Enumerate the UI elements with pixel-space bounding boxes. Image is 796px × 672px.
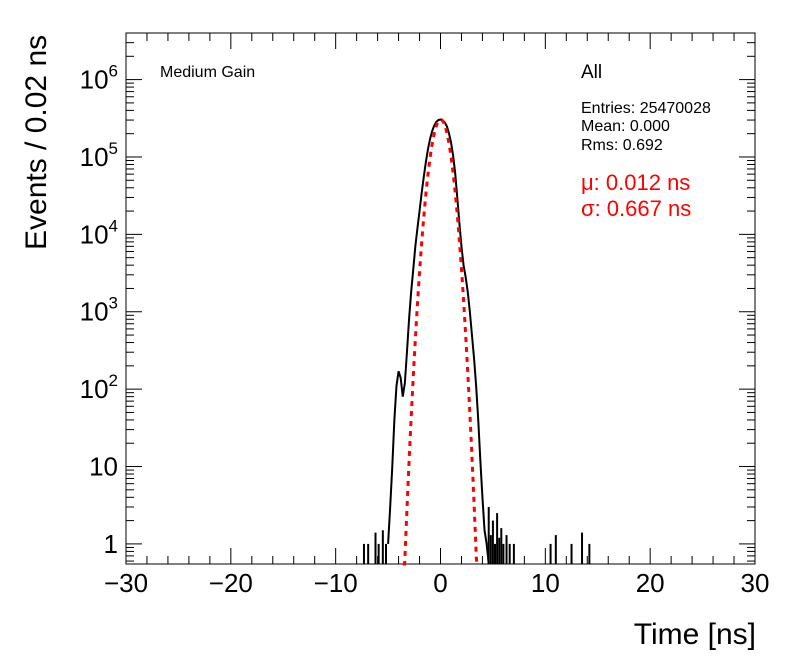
x-tick-label: 20 xyxy=(636,568,665,598)
fit-sigma: σ: 0.667 ns xyxy=(581,196,692,221)
y-axis-title: Events / 0.02 ns xyxy=(20,34,53,250)
y-tick-label: 105 xyxy=(80,139,118,172)
x-tick-label: −30 xyxy=(104,568,148,598)
y-tick-label: 10 xyxy=(89,452,118,482)
x-tick-label: 0 xyxy=(433,568,447,598)
x-axis-tick-labels: −30 −20 −10 0 10 20 30 xyxy=(104,568,770,598)
fit-mu: μ: 0.012 ns xyxy=(581,170,691,195)
x-tick-label: −20 xyxy=(209,568,253,598)
histogram-spikes xyxy=(362,506,591,564)
y-tick-label: 102 xyxy=(80,371,118,404)
x-tick-label: 30 xyxy=(741,568,770,598)
stats-rms: Rms: 0.692 xyxy=(581,137,663,154)
x-tick-label: 10 xyxy=(531,568,560,598)
stats-entries: Entries: 25470028 xyxy=(581,100,711,117)
histogram-line xyxy=(387,118,490,565)
selection-label: All xyxy=(581,62,603,83)
y-axis-tick-labels: 1 10 102 103 104 105 106 xyxy=(80,62,118,559)
y-tick-label: 1 xyxy=(104,529,118,559)
x-axis-title: Time [ns] xyxy=(633,618,756,651)
y-tick-label: 103 xyxy=(80,294,118,327)
y-tick-label: 106 xyxy=(80,62,118,95)
gaussian-fit-curve xyxy=(402,117,479,566)
stats-mean: Mean: 0.000 xyxy=(581,118,670,135)
y-tick-label: 104 xyxy=(80,216,118,249)
y-axis-ticks xyxy=(126,32,755,562)
panel-label: Medium Gain xyxy=(160,64,256,81)
x-tick-label: −10 xyxy=(314,568,358,598)
